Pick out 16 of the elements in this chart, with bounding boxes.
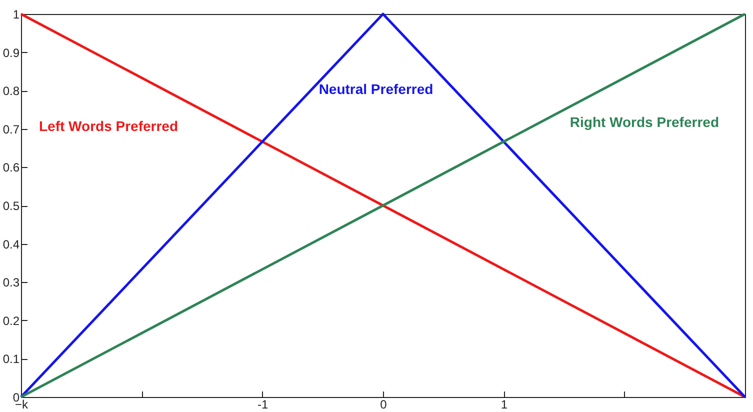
y-tick-label: 0.5: [2, 199, 20, 213]
x-tick-label: 1: [500, 398, 508, 412]
y-tick-label: 0.6: [2, 160, 20, 175]
series-label: Left Words Preferred: [39, 118, 178, 134]
y-tick-label: 0.1: [2, 352, 20, 366]
x-tick-label: 0: [380, 398, 388, 412]
y-tick-label: 0.4: [2, 237, 20, 252]
y-tick-label: 0.8: [2, 84, 20, 98]
series-label: Right Words Preferred: [570, 114, 719, 130]
x-tick-label: -1: [257, 398, 268, 412]
y-tick-label: 1: [12, 8, 20, 22]
y-tick-label: 0.2: [2, 314, 20, 328]
y-tick-label: 0.3: [2, 276, 20, 290]
y-tick-label: 0.9: [2, 46, 20, 60]
series-label: Neutral Preferred: [318, 81, 434, 97]
y-tick-label: 0.7: [2, 122, 20, 136]
